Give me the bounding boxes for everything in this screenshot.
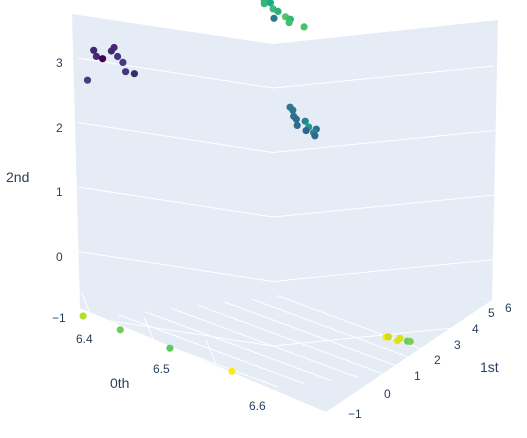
data-point[interactable] (119, 58, 127, 66)
data-point[interactable] (83, 76, 92, 84)
data-point[interactable] (260, 0, 268, 8)
z-axis-title: 2nd (6, 169, 29, 185)
x-floor-tick (81, 293, 93, 319)
x-floor-tick (205, 339, 217, 365)
data-point[interactable] (114, 52, 122, 61)
y-tick-label: 1 (414, 369, 421, 383)
y-floor-gridline (250, 298, 438, 369)
grid-lines (77, 57, 495, 388)
data-point[interactable] (289, 106, 297, 114)
data-point[interactable] (130, 70, 138, 78)
data-point[interactable] (285, 19, 293, 27)
data-point[interactable] (79, 312, 87, 320)
data-point[interactable] (166, 344, 174, 352)
z-gridline-right (272, 194, 495, 218)
y-floor-gridline (197, 304, 385, 375)
y-tick-label: 2 (434, 353, 441, 367)
data-point[interactable] (300, 23, 308, 31)
back-right-pane (273, 20, 498, 300)
data-point[interactable] (384, 333, 393, 341)
y-tick-label: 4 (472, 322, 479, 336)
data-point[interactable] (116, 326, 124, 334)
z-tick-label: 2 (56, 121, 63, 135)
z-gridline-left (77, 251, 274, 282)
y-floor-gridline (224, 301, 411, 372)
data-point[interactable] (228, 367, 236, 375)
x-floor-tick (143, 316, 155, 342)
back-left-pane (72, 14, 273, 308)
z-tick-label: −1 (52, 311, 66, 325)
data-point[interactable] (122, 68, 130, 76)
z-gridline-right (272, 65, 495, 89)
data-point[interactable] (90, 46, 98, 54)
data-point[interactable] (274, 7, 282, 15)
y-tick-label: 3 (454, 338, 461, 352)
y-tick-label: 5 (488, 306, 495, 320)
data-point[interactable] (292, 115, 300, 123)
y-floor-gridline (277, 295, 464, 366)
data-point[interactable] (396, 334, 404, 342)
x-tick-label: 6.4 (76, 332, 93, 346)
data-point[interactable] (301, 117, 309, 125)
data-point[interactable] (92, 52, 100, 61)
data-point[interactable] (293, 121, 301, 129)
data-point[interactable] (270, 14, 278, 22)
y-floor-gridline (118, 314, 305, 385)
z-tick-label: 1 (56, 185, 63, 199)
z-gridline-left (77, 57, 274, 89)
x-tick-label: 6.5 (153, 362, 170, 376)
data-points[interactable] (79, 0, 414, 375)
data-point[interactable] (406, 337, 414, 346)
y-floor-gridline (144, 311, 332, 382)
data-point[interactable] (266, 0, 274, 7)
data-point[interactable] (311, 132, 319, 140)
data-point[interactable] (99, 55, 107, 63)
y-floor-gridline (171, 307, 358, 378)
z-gridline-left (77, 315, 274, 347)
z-gridline-right (272, 130, 495, 153)
data-point[interactable] (110, 43, 118, 52)
data-point[interactable] (302, 127, 310, 135)
x-axis-title: 0th (110, 375, 129, 391)
y-tick-label: 0 (384, 387, 391, 401)
z-gridline-left (77, 186, 274, 218)
y-axis-title: 1st (480, 359, 499, 375)
x-tick-label: 6.6 (249, 399, 266, 413)
y-tick-label: 6 (505, 301, 512, 315)
y-tick-label: −1 (348, 407, 362, 421)
z-gridline-left (77, 122, 274, 153)
z-tick-label: 3 (56, 56, 63, 70)
z-gridline-right (272, 259, 495, 282)
z-tick-label: 0 (56, 250, 63, 264)
